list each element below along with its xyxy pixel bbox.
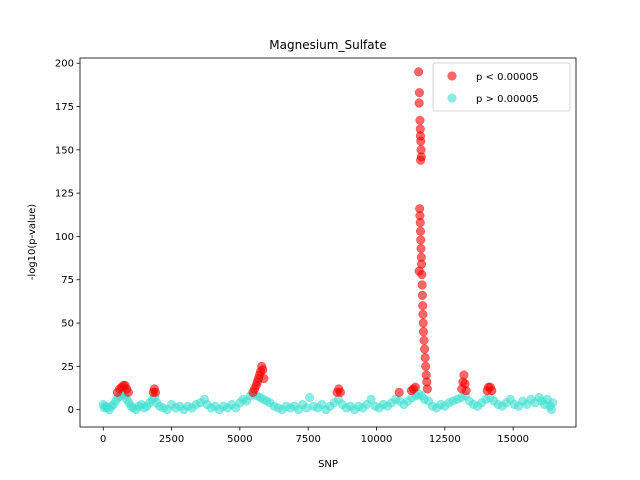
significant-point bbox=[416, 244, 426, 254]
y-axis-label: -log10(p-value) bbox=[27, 204, 38, 280]
x-tick-label: 15000 bbox=[497, 434, 529, 445]
y-tick-label: 150 bbox=[55, 145, 74, 156]
significant-point bbox=[258, 365, 268, 375]
y-tick-label: 200 bbox=[55, 59, 74, 70]
x-tick-label: 12500 bbox=[429, 434, 461, 445]
significant-point bbox=[418, 327, 429, 337]
significant-point bbox=[418, 301, 428, 311]
legend-box bbox=[432, 62, 571, 112]
significant-point bbox=[487, 386, 497, 396]
significant-point bbox=[419, 335, 429, 345]
y-tick-label: 100 bbox=[55, 232, 74, 243]
y-tick-label: 75 bbox=[61, 275, 74, 286]
significant-point bbox=[259, 373, 269, 384]
y-tick-label: 0 bbox=[68, 405, 74, 416]
significant-point bbox=[123, 387, 133, 397]
significant-point bbox=[415, 218, 425, 228]
significant-point bbox=[421, 361, 431, 371]
x-axis: 0 2500 5000 7500 10000 12500 15000 bbox=[100, 427, 529, 445]
significant-point bbox=[461, 386, 471, 396]
x-tick-label: 0 bbox=[100, 434, 106, 445]
legend: p < 0.00005 p > 0.00005 bbox=[432, 62, 571, 112]
legend-label-nonsignificant: p > 0.00005 bbox=[476, 94, 538, 105]
legend-marker-nonsignificant bbox=[447, 93, 457, 103]
significant-point bbox=[415, 226, 426, 236]
x-axis-label: SNP bbox=[318, 459, 338, 470]
significant-point bbox=[418, 318, 428, 328]
significant-point bbox=[416, 136, 426, 146]
chart-title: Magnesium_Sulfate bbox=[269, 38, 386, 52]
significant-point bbox=[417, 290, 427, 300]
significant-point bbox=[417, 280, 427, 290]
significant-point bbox=[420, 344, 430, 354]
x-tick-label: 5000 bbox=[227, 434, 252, 445]
significant-point bbox=[150, 387, 160, 397]
y-tick-label: 175 bbox=[55, 102, 74, 113]
significant-point bbox=[418, 309, 428, 319]
significant-point bbox=[414, 67, 424, 77]
data-points bbox=[98, 67, 558, 415]
plot-frame bbox=[79, 57, 577, 428]
significant-point bbox=[459, 370, 469, 380]
significant-point bbox=[394, 387, 404, 397]
nonsignificant-point bbox=[305, 393, 315, 403]
legend-marker-significant bbox=[447, 71, 457, 81]
y-axis: 0 25 50 75 100 125 150 175 200 bbox=[55, 59, 80, 416]
significant-point bbox=[415, 115, 425, 125]
x-tick-label: 2500 bbox=[159, 434, 184, 445]
significant-point bbox=[420, 353, 430, 363]
significant-point bbox=[414, 98, 424, 108]
significant-point bbox=[422, 384, 432, 394]
nonsignificant-point bbox=[366, 394, 376, 404]
significant-point bbox=[414, 88, 424, 98]
legend-label-significant: p < 0.00005 bbox=[476, 72, 538, 83]
y-tick-label: 125 bbox=[55, 189, 74, 200]
plot-area bbox=[80, 58, 576, 427]
nonsignificant-point bbox=[548, 398, 558, 408]
y-tick-label: 50 bbox=[61, 319, 74, 330]
significant-point bbox=[410, 382, 420, 392]
significant-point bbox=[417, 270, 427, 280]
significant-point bbox=[416, 155, 426, 165]
x-tick-label: 10000 bbox=[361, 434, 393, 445]
significant-point bbox=[416, 235, 426, 245]
significant-point bbox=[335, 387, 345, 397]
x-tick-label: 7500 bbox=[295, 434, 320, 445]
y-tick-label: 25 bbox=[61, 362, 74, 373]
